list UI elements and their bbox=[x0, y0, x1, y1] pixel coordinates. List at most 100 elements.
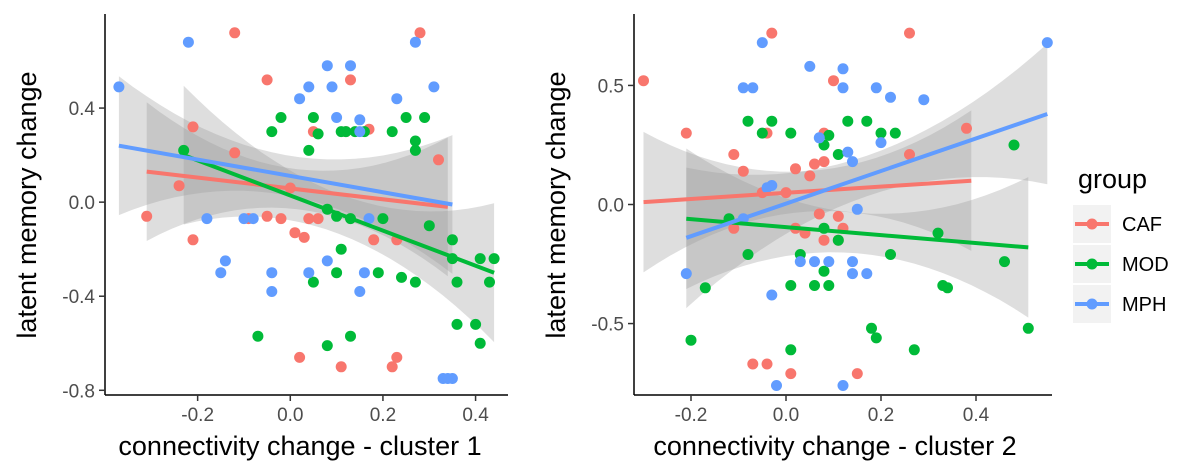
data-point-mph bbox=[219, 255, 231, 267]
data-point-mod bbox=[785, 344, 797, 356]
data-point-mph bbox=[113, 81, 125, 93]
data-point-caf bbox=[961, 122, 972, 134]
data-point-mod bbox=[999, 256, 1010, 268]
data-point-mod bbox=[321, 340, 333, 352]
data-point-mph bbox=[1041, 37, 1053, 49]
data-point-mod bbox=[409, 276, 421, 288]
data-point-caf bbox=[289, 227, 301, 239]
plot-panel-cluster-1: -0.2 0.0 0.2 0.4 -0.8 -0.4 0.0 0.4 connectivity … bbox=[12, 14, 508, 461]
data-point-mph bbox=[266, 286, 278, 297]
y-tick-label: 0.4 bbox=[69, 99, 96, 120]
data-point-caf bbox=[141, 210, 153, 222]
data-point-mod bbox=[307, 276, 319, 288]
data-point-mph bbox=[326, 81, 338, 93]
data-point-mph bbox=[303, 267, 315, 279]
series-mph-points bbox=[113, 36, 458, 384]
data-point-mod bbox=[832, 149, 844, 160]
data-point-mod bbox=[386, 126, 398, 138]
data-point-caf bbox=[368, 234, 380, 246]
data-point-mph bbox=[247, 213, 259, 225]
data-point-mph bbox=[804, 60, 816, 72]
data-point-mph bbox=[446, 373, 458, 384]
x-tick-label: 0.2 bbox=[868, 405, 894, 426]
data-point-mph bbox=[321, 60, 333, 72]
data-point-mod bbox=[823, 280, 835, 291]
data-point-mod bbox=[785, 127, 797, 139]
data-point-mod bbox=[866, 322, 877, 334]
data-point-mod bbox=[409, 135, 421, 147]
data-point-caf bbox=[904, 149, 915, 160]
data-point-mod bbox=[266, 126, 278, 138]
data-point-caf bbox=[790, 163, 801, 175]
data-point-caf bbox=[345, 74, 356, 86]
legend: group CAF MOD MPH bbox=[1073, 164, 1169, 323]
data-point-mod bbox=[396, 271, 407, 283]
data-point-mod bbox=[823, 129, 835, 141]
data-point-mph bbox=[794, 256, 806, 268]
legend-item-mph: MPH bbox=[1073, 285, 1166, 323]
data-point-mph bbox=[847, 268, 858, 280]
legend-label-mph: MPH bbox=[1122, 294, 1166, 316]
fit-line-mph bbox=[118, 143, 453, 207]
data-point-caf bbox=[828, 75, 839, 87]
x-tick-label: 0.0 bbox=[773, 405, 799, 426]
data-point-caf bbox=[809, 158, 820, 170]
data-point-mph bbox=[823, 256, 835, 268]
data-point-mod bbox=[451, 318, 463, 330]
x-tick-label: 0.0 bbox=[277, 405, 303, 426]
x-tick-label: 0.4 bbox=[462, 405, 489, 426]
data-point-mod bbox=[875, 127, 887, 139]
data-point-caf bbox=[261, 210, 273, 222]
y-tick-label: -0.4 bbox=[62, 287, 95, 308]
data-point-mod bbox=[372, 267, 384, 279]
data-point-mod bbox=[345, 330, 356, 342]
fit-line-caf bbox=[643, 178, 972, 205]
data-point-mph bbox=[756, 37, 768, 49]
data-point-mph bbox=[354, 114, 366, 126]
data-point-mod bbox=[446, 234, 458, 246]
legend-label-mod: MOD bbox=[1122, 254, 1169, 276]
data-point-mph bbox=[847, 156, 858, 168]
data-point-caf bbox=[728, 149, 740, 160]
data-point-caf bbox=[761, 358, 773, 370]
data-point-mod bbox=[488, 253, 500, 265]
y-axis-title: latent memory change bbox=[12, 71, 42, 338]
legend-marker-mod bbox=[1086, 258, 1098, 270]
data-point-caf bbox=[737, 165, 749, 177]
data-point-mod bbox=[340, 126, 352, 138]
data-point-mod bbox=[685, 334, 697, 346]
y-tick-label: 0.0 bbox=[69, 193, 95, 214]
data-point-mph bbox=[391, 93, 403, 105]
data-point-mph bbox=[345, 60, 356, 72]
confidence-bands bbox=[118, 76, 495, 343]
data-point-caf bbox=[275, 213, 287, 225]
data-point-mod bbox=[908, 344, 920, 356]
data-point-mod bbox=[942, 282, 953, 294]
fit-line-mod bbox=[686, 216, 1029, 250]
fit-line-mph bbox=[685, 112, 1048, 240]
data-point-caf bbox=[173, 180, 185, 192]
data-point-mod bbox=[275, 112, 287, 123]
data-point-mod bbox=[419, 112, 431, 123]
data-point-mod bbox=[474, 253, 486, 265]
data-point-mod bbox=[870, 332, 882, 344]
data-point-caf bbox=[638, 75, 649, 87]
x-tick-label: -0.2 bbox=[675, 405, 708, 426]
data-point-mod bbox=[842, 115, 854, 127]
data-point-mph bbox=[201, 213, 213, 225]
x-axis-title: connectivity change - cluster 1 bbox=[118, 431, 481, 461]
data-point-mod bbox=[861, 115, 873, 127]
data-point-mph bbox=[303, 81, 315, 93]
data-point-mph bbox=[875, 137, 887, 149]
data-point-caf bbox=[818, 234, 830, 246]
x-tick-label: 0.4 bbox=[963, 405, 990, 426]
data-point-caf bbox=[294, 351, 306, 363]
data-point-mod bbox=[742, 115, 754, 127]
data-point-caf bbox=[312, 213, 324, 225]
data-point-mod bbox=[889, 127, 901, 139]
data-point-mph bbox=[737, 82, 749, 94]
x-tick-label: -0.2 bbox=[181, 405, 214, 426]
data-point-caf bbox=[813, 208, 825, 220]
y-tick-label: 0.0 bbox=[598, 196, 624, 217]
